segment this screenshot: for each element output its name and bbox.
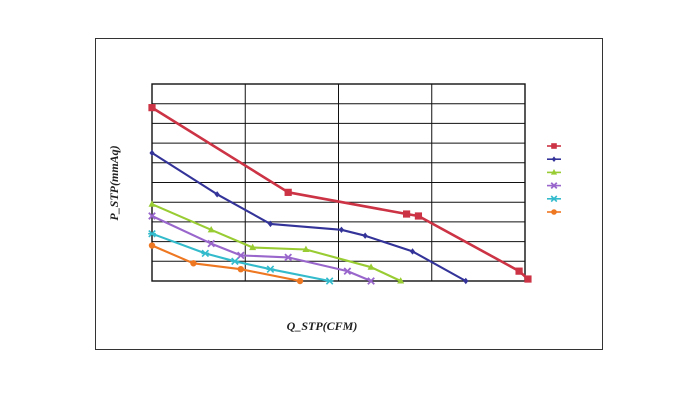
data-point-series-2 <box>463 277 469 285</box>
data-point-series-2 <box>214 191 220 198</box>
data-point-series-2 <box>149 149 155 157</box>
data-point-series-1 <box>148 104 156 112</box>
data-point-series-5 <box>148 229 156 238</box>
data-point-series-3 <box>207 225 215 233</box>
data-point-series-6 <box>190 260 197 267</box>
data-point-series-3 <box>302 245 310 253</box>
data-point-series-3 <box>367 263 375 270</box>
legend-marker <box>550 169 558 175</box>
legend-marker <box>551 209 557 215</box>
data-point-series-4 <box>207 239 216 248</box>
x-axis-label: Q_STP(CFM) <box>287 319 358 333</box>
data-point-series-3 <box>397 277 405 284</box>
series-line-4 <box>150 214 373 283</box>
data-point-series-2 <box>267 220 273 228</box>
data-point-series-1 <box>524 275 532 283</box>
legend-item <box>547 143 561 149</box>
data-point-series-4 <box>284 253 293 262</box>
chart-frame <box>95 38 603 350</box>
data-point-series-5 <box>325 277 334 285</box>
series-markers <box>148 104 532 285</box>
data-point-series-1 <box>515 267 523 275</box>
legend-marker <box>551 156 557 162</box>
data-point-series-6 <box>148 242 156 249</box>
marker-stroke <box>367 277 375 285</box>
data-point-series-6 <box>237 265 245 273</box>
marker-stroke <box>207 239 216 248</box>
data-point-series-1 <box>402 210 411 218</box>
series-lines <box>150 106 530 283</box>
data-point-series-3 <box>148 200 156 207</box>
data-point-series-2 <box>409 248 416 255</box>
legend <box>547 143 561 215</box>
marker-stroke <box>236 251 245 260</box>
legend-marker <box>551 143 557 149</box>
legend-item <box>547 169 561 175</box>
data-point-series-1 <box>414 212 423 220</box>
series-line-3 <box>150 203 402 283</box>
legend-item <box>547 182 561 190</box>
series-line-6 <box>150 244 302 283</box>
marker-stroke <box>550 182 558 190</box>
marker-stroke <box>148 212 156 220</box>
data-point-series-4 <box>148 212 156 220</box>
data-point-series-2 <box>338 226 345 233</box>
data-point-series-6 <box>296 277 304 285</box>
data-point-series-2 <box>362 232 368 239</box>
legend-item <box>547 195 561 203</box>
data-point-series-3 <box>249 243 257 251</box>
data-point-series-4 <box>367 277 375 285</box>
legend-marker <box>550 182 558 190</box>
data-point-series-5 <box>201 249 210 258</box>
marker-stroke <box>343 267 352 275</box>
legend-item <box>547 156 561 162</box>
data-point-series-4 <box>236 251 245 260</box>
data-point-series-4 <box>343 267 352 275</box>
legend-item <box>547 209 561 215</box>
y-axis-label: P_STP(mmAq) <box>107 145 121 220</box>
data-point-series-5 <box>231 257 239 266</box>
marker-stroke <box>284 253 293 262</box>
data-point-series-1 <box>284 188 292 196</box>
legend-marker <box>550 195 558 203</box>
data-point-series-5 <box>266 265 275 273</box>
